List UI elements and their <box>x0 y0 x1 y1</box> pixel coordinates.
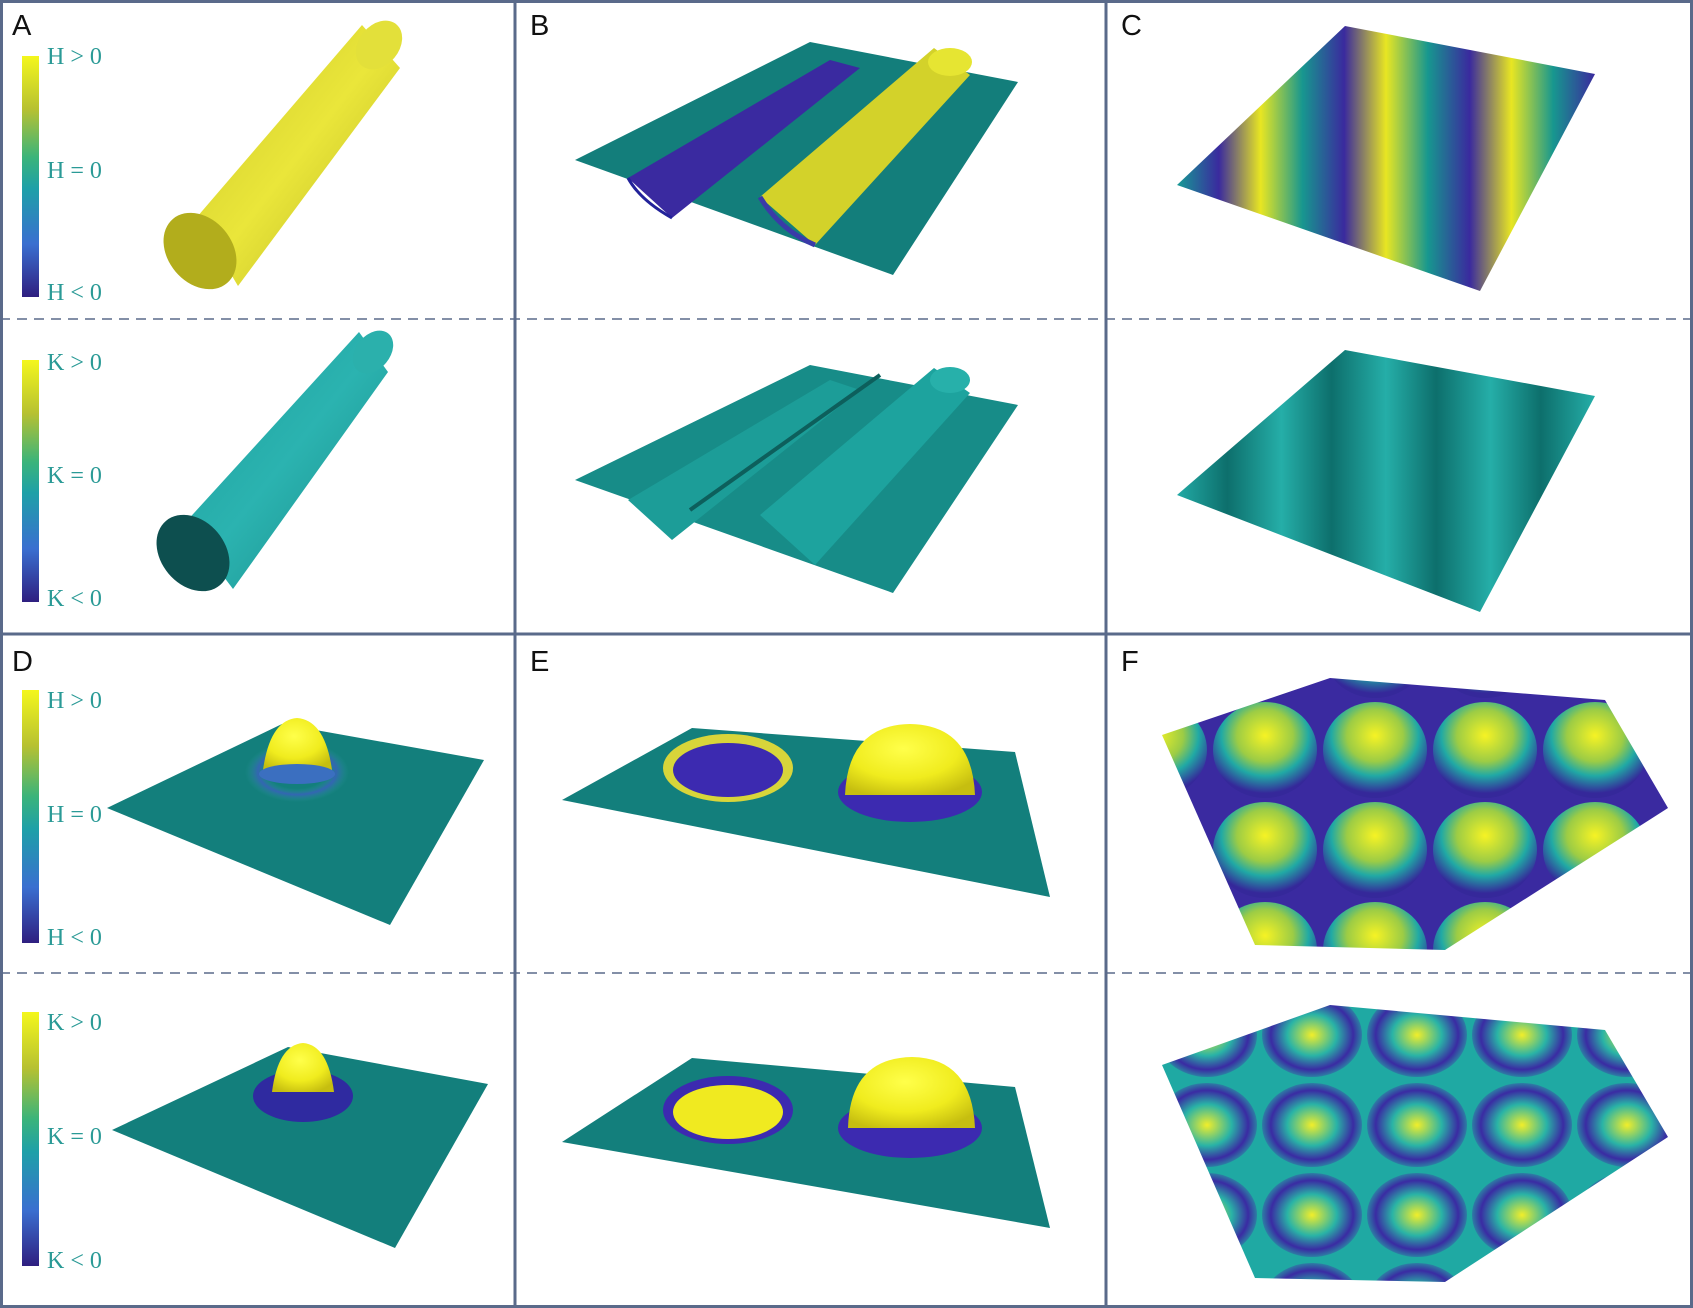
colorbar-k-top-zero-label: K = 0 <box>47 463 102 489</box>
colorbar-k-bottom-max-label: K > 0 <box>47 1010 102 1036</box>
pit-dome-h <box>562 724 1050 897</box>
colorbar-k-top: K > 0 K = 0 K < 0 <box>22 350 102 612</box>
panel-label-b: B <box>530 10 549 42</box>
colorbar-k-top-min-label: K < 0 <box>47 586 102 612</box>
colorbar-k-bottom-zero-label: K = 0 <box>47 1124 102 1150</box>
colorbar-h-bottom-min-label: H < 0 <box>47 925 102 951</box>
panel-label-d: D <box>12 646 33 678</box>
sinusoidal-sheet-k <box>1177 350 1595 612</box>
panel-label-e: E <box>530 646 549 678</box>
colorbar-k-bottom: K > 0 K = 0 K < 0 <box>22 1010 102 1274</box>
pit-dome-k <box>562 1057 1050 1228</box>
panel-label-c: C <box>1121 10 1142 42</box>
ridge-sheet-k <box>575 365 1018 593</box>
colorbar-k-bottom-min-label: K < 0 <box>47 1248 102 1274</box>
cylinder-k <box>156 330 394 592</box>
colorbar-h-top-max-label: H > 0 <box>47 44 102 70</box>
ridge-sheet-h <box>575 42 1018 275</box>
colorbar-h-bottom-zero-label: H = 0 <box>47 802 102 828</box>
colorbar-h-bottom-max-label: H > 0 <box>47 688 102 714</box>
egg-carton-h <box>1162 678 1668 950</box>
colorbar-h-bottom: H > 0 H = 0 H < 0 <box>22 688 102 951</box>
egg-carton-k <box>1162 1005 1668 1282</box>
bump-k <box>112 1043 488 1248</box>
panel-label-f: F <box>1121 646 1139 678</box>
colorbar-h-top: H > 0 H = 0 H < 0 <box>22 44 102 306</box>
bump-h <box>107 718 484 925</box>
sinusoidal-sheet-h <box>1177 26 1595 291</box>
panel-label-a: A <box>12 10 32 42</box>
colorbar-k-top-max-label: K > 0 <box>47 350 102 376</box>
colorbar-h-top-zero-label: H = 0 <box>47 158 102 184</box>
colorbar-h-top-min-label: H < 0 <box>47 280 102 306</box>
cylinder-h <box>163 20 403 290</box>
